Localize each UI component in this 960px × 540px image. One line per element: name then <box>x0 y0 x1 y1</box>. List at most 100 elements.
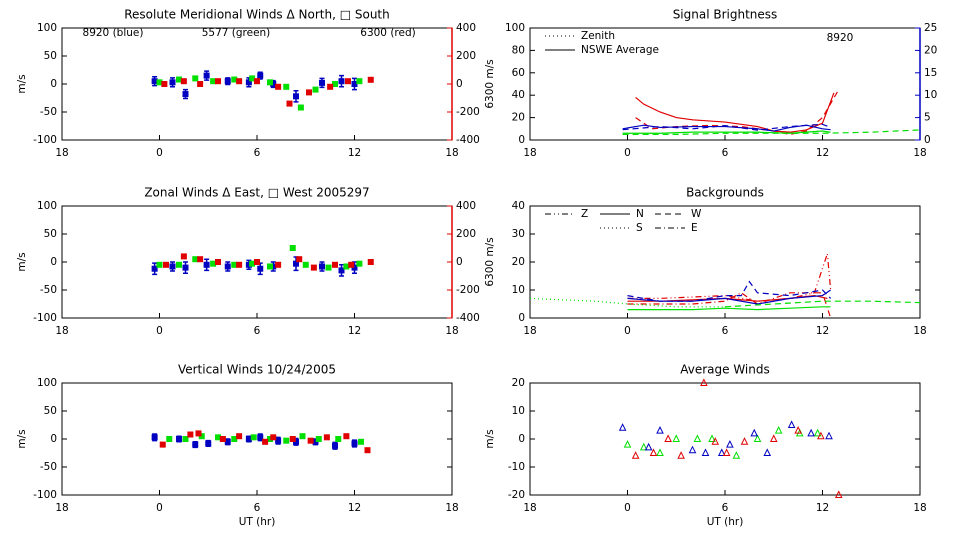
data-point <box>693 434 702 442</box>
plot-frame <box>529 382 921 496</box>
x-tick-label: 18 <box>913 147 926 159</box>
y-tick-label: 60 <box>512 67 525 79</box>
x-tick-label: 12 <box>348 325 361 337</box>
y2-tick-label: -400 <box>456 312 480 324</box>
data-point <box>708 434 716 442</box>
y2-tick-label: 400 <box>456 200 476 212</box>
x-tick-label: 0 <box>624 147 631 159</box>
data-point <box>700 378 708 386</box>
y-tick-label: -20 <box>508 489 525 501</box>
y-tick-label: 0 <box>50 78 57 90</box>
plot-frame <box>529 205 921 319</box>
x-tick-label: 12 <box>348 502 361 514</box>
panel-title: Average Winds <box>680 363 770 377</box>
data-point <box>717 448 726 456</box>
data-point <box>672 434 681 442</box>
y-tick-label: 100 <box>37 22 57 34</box>
data-point <box>813 428 822 437</box>
data-line <box>635 92 835 133</box>
y-tick-label: 0 <box>518 312 525 324</box>
data-point <box>296 256 303 263</box>
data-point <box>224 78 231 85</box>
y2-tick-label: -200 <box>456 106 480 118</box>
y-tick-label: 0 <box>518 433 525 445</box>
data-point <box>159 441 166 448</box>
data-point <box>236 433 243 440</box>
data-point <box>203 72 210 79</box>
data-point <box>732 451 741 459</box>
data-point <box>351 264 358 271</box>
data-point <box>163 261 169 268</box>
x-tick-label: 18 <box>523 147 536 159</box>
annotation: 8920 <box>827 32 854 44</box>
data-point <box>197 81 204 87</box>
data-point <box>210 260 217 267</box>
data-point <box>297 104 304 111</box>
data-point <box>356 260 363 267</box>
data-point <box>224 263 231 270</box>
data-point <box>270 81 277 87</box>
y2-tick-label: -400 <box>456 134 480 146</box>
y2-tick-label: 15 <box>924 67 937 79</box>
y2-tick-label: -200 <box>456 284 480 296</box>
data-point <box>176 436 182 442</box>
x-tick-label: 12 <box>816 325 829 337</box>
legend-label: N <box>636 208 644 220</box>
panel: Zonal Winds Δ East, □ West 2005297 18 0 6 12… <box>16 186 496 338</box>
data-point <box>293 438 299 445</box>
data-point <box>817 431 825 440</box>
data-point <box>618 423 627 431</box>
data-point <box>267 263 273 270</box>
data-point <box>270 434 277 441</box>
y2-tick-label: 5 <box>924 112 931 124</box>
data-point <box>182 91 189 98</box>
y-tick-label: -100 <box>33 312 57 324</box>
y-tick-label: 100 <box>37 200 57 212</box>
data-point <box>275 437 282 444</box>
data-point <box>270 263 277 270</box>
data-point <box>257 265 264 272</box>
data-point <box>348 261 355 268</box>
panel: Resolute Meridional Winds Δ North, □ Sou… <box>16 8 496 160</box>
data-point <box>275 83 282 90</box>
data-point <box>182 436 189 442</box>
data-point <box>182 264 189 271</box>
y-tick-label: 80 <box>512 44 525 56</box>
data-point <box>198 433 205 440</box>
y-tick-label: 10 <box>512 284 525 296</box>
data-point <box>701 448 710 456</box>
legend-label: Zenith <box>581 30 615 42</box>
y-tick-label: 20 <box>512 256 525 268</box>
data-point <box>231 76 238 83</box>
data-point <box>236 261 243 268</box>
annotation: 5577 (green) <box>202 27 271 39</box>
x-tick-label: 0 <box>156 147 163 159</box>
y2-axis-label: 6300 m/s <box>484 59 496 108</box>
data-point <box>257 72 264 79</box>
panel-title: Signal Brightness <box>673 8 778 22</box>
data-point <box>302 261 309 268</box>
y-tick-label: 30 <box>512 228 525 240</box>
x-tick-label: 6 <box>254 325 261 337</box>
data-point <box>335 436 342 442</box>
data-point <box>794 425 802 434</box>
data-point <box>343 433 350 440</box>
y-tick-label: -100 <box>33 134 57 146</box>
data-point <box>249 75 256 82</box>
data-point <box>176 76 182 83</box>
data-point <box>197 256 204 263</box>
data-point <box>327 83 334 90</box>
data-point <box>180 253 187 260</box>
data-point <box>623 439 632 448</box>
data-point <box>312 438 319 445</box>
x-tick-label: 18 <box>55 502 68 514</box>
y-tick-label: -50 <box>40 461 57 473</box>
x-tick-label: 18 <box>445 502 458 514</box>
data-point <box>774 425 783 434</box>
data-point <box>275 261 282 268</box>
x-tick-label: 0 <box>156 325 163 337</box>
data-point <box>722 448 731 456</box>
y-tick-label: 50 <box>44 50 57 62</box>
data-point <box>656 425 664 434</box>
y-tick-label: 100 <box>505 22 525 34</box>
